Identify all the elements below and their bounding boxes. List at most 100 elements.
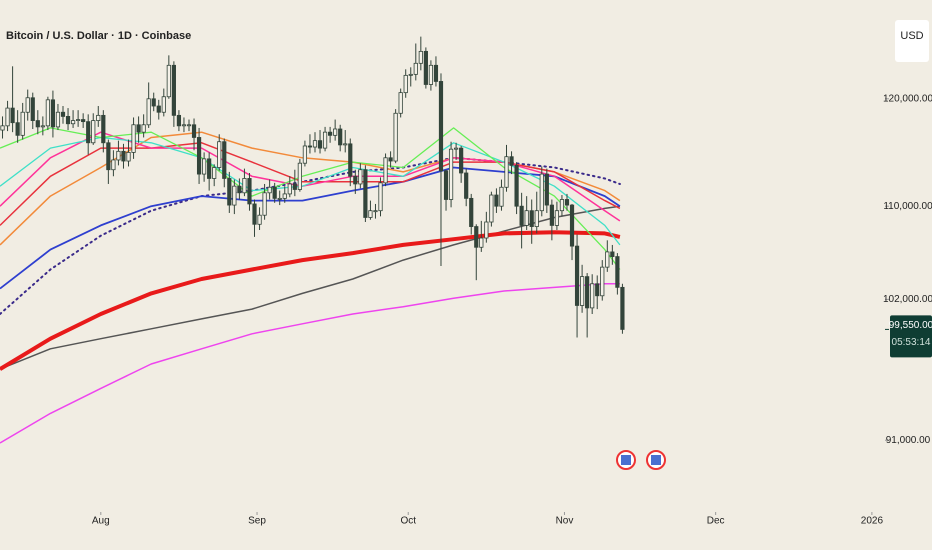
candle-body: [247, 178, 252, 205]
candle-body: [423, 50, 428, 85]
candle-body: [217, 141, 222, 168]
candle-body: [484, 221, 489, 239]
candle-body: [222, 141, 227, 179]
candle-body: [121, 150, 126, 162]
candle-body: [181, 124, 187, 127]
event-icons[interactable]: [616, 450, 666, 470]
candle-body: [30, 97, 35, 121]
candle-body: [277, 197, 282, 200]
candle-body: [338, 128, 343, 146]
candle-body: [212, 167, 217, 179]
candle-body: [166, 64, 171, 98]
candle-body: [504, 156, 509, 188]
candle-body: [353, 175, 358, 185]
candle-body: [333, 128, 338, 136]
candle-body: [76, 119, 81, 121]
chart-title: Bitcoin / U.S. Dollar · 1D · Coinbase: [6, 30, 191, 42]
x-tick-label: Nov: [556, 516, 574, 527]
candle-body: [136, 124, 141, 133]
candle-body: [585, 276, 590, 309]
candle-body: [176, 114, 182, 127]
candle-body: [580, 276, 585, 306]
candle-body: [378, 182, 383, 212]
x-tick-label: Oct: [400, 516, 416, 527]
candle-body: [227, 178, 232, 206]
candle-body: [161, 96, 166, 113]
event-flag: [621, 455, 631, 465]
candle-body: [363, 169, 368, 218]
candle-body: [322, 131, 328, 149]
candle-body: [469, 197, 474, 227]
candle-body: [610, 251, 615, 257]
candle-body: [10, 107, 15, 124]
candle-body: [464, 172, 469, 199]
candle-body: [348, 143, 353, 177]
candle-body: [106, 142, 111, 171]
candle-body: [554, 210, 560, 226]
candle-body: [297, 162, 302, 190]
candle-body: [242, 178, 247, 194]
candle-body: [328, 131, 333, 136]
candle-body: [302, 145, 308, 164]
candle-body: [86, 121, 91, 144]
candle-body: [388, 157, 393, 162]
candle-body: [373, 210, 378, 213]
candle-body: [605, 251, 610, 268]
candle-body: [191, 124, 197, 138]
candle-body: [343, 143, 348, 146]
candle-body: [252, 203, 257, 225]
candle-body: [141, 124, 146, 133]
candle-body: [514, 164, 519, 207]
candle-body: [393, 112, 398, 162]
candle-body: [494, 194, 499, 207]
candle-body: [615, 256, 620, 288]
candle-body: [307, 145, 313, 148]
candle-body: [50, 99, 56, 128]
y-tick-label: 102,000.00: [883, 294, 932, 305]
countdown-label: 05:53:14: [892, 337, 931, 348]
candle-body: [126, 152, 131, 162]
candle-body: [60, 111, 66, 117]
candle-body: [186, 124, 192, 127]
candle-body: [564, 199, 570, 206]
candle-body: [524, 210, 529, 226]
candle-body: [262, 192, 267, 216]
candle-body: [146, 98, 151, 126]
candle-body: [232, 185, 237, 206]
candle-body: [20, 111, 25, 136]
candle-body: [81, 119, 86, 123]
candle-body: [207, 158, 212, 179]
y-tick-label: 91,000.00: [886, 435, 931, 446]
candle-body: [151, 98, 156, 107]
candle-body: [358, 169, 363, 185]
candle-body: [237, 185, 242, 194]
candle-body: [196, 137, 202, 175]
candle-body: [509, 156, 514, 166]
candle-body: [156, 105, 161, 113]
candle-body: [549, 204, 554, 226]
candle-body: [287, 183, 292, 195]
candle-body: [116, 150, 121, 161]
candle-body: [428, 64, 434, 85]
candle-body: [443, 170, 449, 200]
candle-body: [489, 194, 494, 223]
last-price-label: 99,550.00: [889, 320, 932, 331]
candle-body: [574, 245, 580, 306]
candle-body: [569, 204, 575, 247]
candle-body: [15, 122, 20, 136]
candle-body: [257, 214, 262, 225]
x-tick-label: Sep: [248, 516, 266, 527]
candle-body: [595, 283, 600, 297]
candle-body: [5, 107, 10, 127]
currency-box[interactable]: [895, 20, 929, 62]
candle-body: [101, 114, 106, 144]
currency-label: USD: [900, 30, 923, 42]
event-flag: [651, 455, 661, 465]
candle-body: [202, 158, 207, 175]
candle-body: [0, 125, 5, 131]
candle-body: [317, 140, 323, 149]
candle-body: [25, 97, 30, 113]
candle-body: [398, 92, 403, 114]
candle-body: [282, 193, 287, 199]
